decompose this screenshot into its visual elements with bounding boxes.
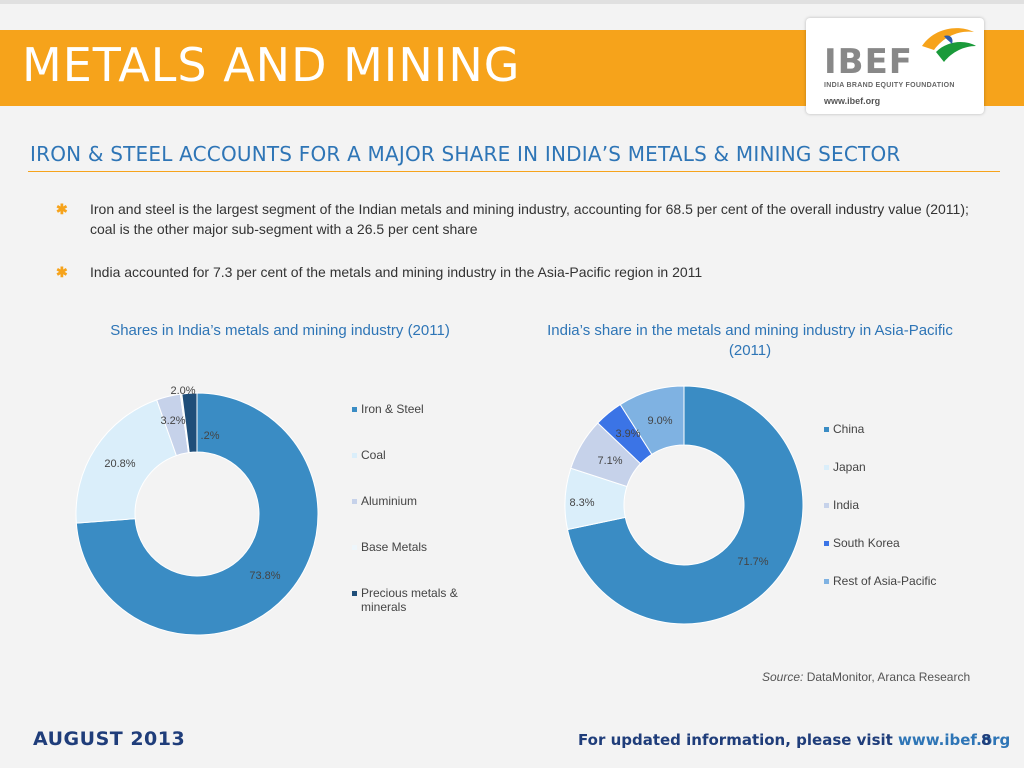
legend-label: Japan bbox=[833, 460, 866, 474]
ibef-logo[interactable]: IBEF INDIA BRAND EQUITY FOUNDATION www.i… bbox=[806, 18, 984, 114]
data-label-3: 7.1% bbox=[597, 455, 622, 467]
legend-swatch bbox=[352, 407, 357, 413]
source-label: Source: bbox=[762, 670, 804, 684]
data-label-5: 9.0% bbox=[647, 415, 672, 427]
page-number: 8 bbox=[981, 731, 992, 749]
data-label-1: 73.8% bbox=[249, 570, 280, 582]
chart-2-title: India’s share in the metals and mining i… bbox=[547, 322, 953, 359]
chart-1-legend: Iron & Steel Coal Aluminium Base Metals Prec… bbox=[352, 402, 502, 622]
legend-swatch bbox=[352, 545, 357, 551]
logo-text: IBEF bbox=[824, 42, 914, 82]
data-label-3: 3.2% bbox=[160, 415, 185, 427]
logo-url: www.ibef.org bbox=[824, 96, 881, 106]
source-note: Source: DataMonitor, Aranca Research bbox=[762, 670, 970, 684]
footer-link[interactable]: www.ibef.org bbox=[898, 731, 1011, 749]
legend-label: Coal bbox=[361, 448, 386, 462]
legend-swatch bbox=[824, 579, 829, 585]
section-subtitle: IRON & STEEL ACCOUNTS FOR A MAJOR SHARE … bbox=[30, 142, 901, 166]
legend-swatch bbox=[824, 427, 829, 433]
chart-2-donut: 71.7% 8.3% 7.1% 3.9% 9.0% bbox=[564, 385, 804, 625]
legend-label: South Korea bbox=[833, 536, 900, 550]
bird-logo-icon bbox=[922, 28, 976, 62]
legend-swatch bbox=[352, 453, 357, 459]
top-divider bbox=[0, 0, 1024, 4]
donut-slice-5 bbox=[181, 392, 198, 454]
bullet-text-1: Iron and steel is the largest segment of… bbox=[90, 201, 969, 237]
footer-info-prefix: For updated information, please visit bbox=[578, 731, 899, 749]
legend-item-2: Coal bbox=[352, 448, 386, 462]
donut-slice-1 bbox=[566, 385, 804, 625]
legend-item-3: Aluminium bbox=[352, 494, 417, 508]
legend-swatch bbox=[824, 541, 829, 547]
data-label-4: 3.9% bbox=[615, 428, 640, 440]
donut-slice-5 bbox=[619, 385, 685, 456]
legend-item-4: Base Metals bbox=[352, 540, 427, 554]
footer-date: AUGUST 2013 bbox=[33, 728, 186, 750]
legend-swatch bbox=[352, 591, 357, 597]
legend-swatch bbox=[824, 465, 829, 471]
data-label-2: 8.3% bbox=[569, 497, 594, 509]
footer-info: For updated information, please visit ww… bbox=[578, 731, 1010, 749]
chart-1-donut: 73.8% 20.8% 3.2% .2% 2.0% bbox=[75, 385, 319, 636]
chart-1-title: Shares in India’s metals and mining indu… bbox=[110, 322, 450, 339]
donut-slice-1 bbox=[75, 392, 319, 636]
source-text: DataMonitor, Aranca Research bbox=[803, 670, 971, 684]
legend-label: Iron & Steel bbox=[361, 402, 424, 416]
donut-slice-2 bbox=[75, 399, 178, 524]
asterisk-bullet-icon: ✱ bbox=[56, 264, 68, 280]
legend-swatch bbox=[352, 499, 357, 505]
legend-item-3: India bbox=[824, 498, 859, 512]
legend-item-4: South Korea bbox=[824, 536, 900, 550]
asterisk-bullet-icon: ✱ bbox=[56, 201, 68, 217]
legend-swatch bbox=[824, 503, 829, 509]
legend-item-1: China bbox=[824, 422, 864, 436]
legend-label: India bbox=[833, 498, 860, 512]
data-label-1: 71.7% bbox=[737, 556, 768, 568]
chart-2-legend: China Japan India South Korea Rest of Asia-P… bbox=[824, 422, 974, 602]
logo-subtext: INDIA BRAND EQUITY FOUNDATION bbox=[824, 82, 955, 89]
legend-item-5: Rest of Asia-Pacific bbox=[824, 574, 936, 588]
legend-label: Precious metals & minerals bbox=[361, 586, 458, 614]
subtitle-divider bbox=[28, 171, 1000, 172]
legend-item-1: Iron & Steel bbox=[352, 402, 424, 416]
legend-label: Aluminium bbox=[361, 494, 418, 508]
data-label-4: .2% bbox=[201, 430, 220, 442]
page-title: METALS AND MINING bbox=[22, 38, 521, 92]
legend-item-2: Japan bbox=[824, 460, 866, 474]
legend-label: Base Metals bbox=[361, 540, 428, 554]
legend-label: Rest of Asia-Pacific bbox=[833, 574, 937, 588]
legend-label: China bbox=[833, 422, 865, 436]
bullet-text-2: India accounted for 7.3 per cent of the … bbox=[90, 264, 703, 280]
data-label-2: 20.8% bbox=[104, 458, 135, 470]
legend-item-5: Precious metals & minerals bbox=[352, 586, 471, 614]
data-label-5: 2.0% bbox=[170, 385, 195, 397]
